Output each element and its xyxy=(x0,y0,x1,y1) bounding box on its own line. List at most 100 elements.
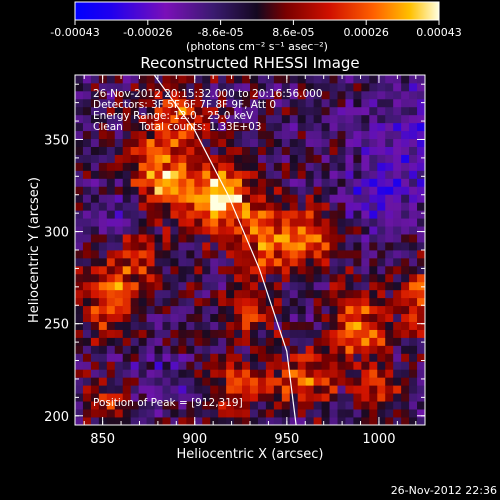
heatmap-pixel xyxy=(162,82,171,92)
heatmap-pixel xyxy=(369,242,378,251)
heatmap-pixel xyxy=(114,417,124,425)
heatmap-pixel xyxy=(305,186,315,195)
heatmap-pixel xyxy=(273,75,283,84)
heatmap-pixel xyxy=(90,82,100,92)
heatmap-pixel xyxy=(170,369,179,378)
heatmap-pixel xyxy=(297,154,307,163)
heatmap-pixel xyxy=(385,321,394,330)
heatmap-pixel xyxy=(170,202,179,211)
heatmap-pixel xyxy=(114,154,124,163)
heatmap-pixel xyxy=(265,138,275,147)
heatmap-pixel xyxy=(273,257,283,267)
heatmap-pixel xyxy=(130,265,140,275)
heatmap-pixel xyxy=(289,234,299,243)
heatmap-pixel xyxy=(361,361,370,370)
heatmap-pixel xyxy=(417,154,425,163)
heatmap-pixel xyxy=(178,82,187,92)
heatmap-pixel xyxy=(369,361,378,370)
heatmap-pixel xyxy=(234,313,243,322)
heatmap-pixel xyxy=(305,154,315,163)
heatmap-pixel xyxy=(353,234,362,243)
heatmap-pixel xyxy=(234,226,243,235)
heatmap-pixel xyxy=(297,393,307,402)
heatmap-pixel xyxy=(250,329,259,338)
heatmap-pixel xyxy=(321,369,330,378)
heatmap-pixel xyxy=(170,377,179,386)
heatmap-pixel xyxy=(114,289,124,299)
heatmap-pixel xyxy=(337,401,346,410)
heatmap-pixel xyxy=(234,361,243,370)
heatmap-pixel xyxy=(242,202,251,211)
heatmap-pixel xyxy=(297,289,307,299)
heatmap-pixel xyxy=(194,210,203,219)
heatmap-pixel xyxy=(226,106,235,116)
heatmap-pixel xyxy=(409,353,418,362)
heatmap-pixel xyxy=(242,242,251,251)
heatmap-pixel xyxy=(218,138,227,147)
heatmap-pixel xyxy=(82,361,92,370)
heatmap-pixel xyxy=(393,345,402,354)
heatmap-pixel xyxy=(114,162,124,171)
heatmap-pixel xyxy=(361,297,370,307)
heatmap-pixel xyxy=(218,234,227,243)
heatmap-pixel xyxy=(305,162,315,171)
heatmap-pixel xyxy=(305,90,315,100)
heatmap-pixel xyxy=(226,369,235,378)
heatmap-pixel xyxy=(98,138,108,147)
heatmap-pixel xyxy=(210,265,219,275)
heatmap-pixel xyxy=(313,265,322,275)
heatmap-pixel xyxy=(409,122,418,132)
heatmap-pixel xyxy=(82,345,92,354)
heatmap-pixel xyxy=(417,218,425,227)
heatmap-pixel xyxy=(90,122,100,132)
heatmap-pixel xyxy=(234,305,243,315)
heatmap-pixel xyxy=(393,218,402,227)
heatmap-pixel xyxy=(130,210,140,219)
heatmap-pixel xyxy=(130,226,140,235)
heatmap-pixel xyxy=(178,98,187,108)
heatmap-pixel xyxy=(369,265,378,275)
heatmap-pixel xyxy=(393,178,402,187)
heatmap-pixel xyxy=(289,194,299,203)
heatmap-pixel xyxy=(202,377,211,386)
heatmap-pixel xyxy=(146,170,155,179)
heatmap-pixel xyxy=(218,361,227,370)
heatmap-pixel xyxy=(329,226,338,235)
heatmap-pixel xyxy=(210,106,219,116)
heatmap-pixel xyxy=(210,321,219,330)
heatmap-pixel xyxy=(257,401,267,410)
heatmap-pixel xyxy=(393,154,402,163)
heatmap-pixel xyxy=(234,297,243,307)
heatmap-pixel xyxy=(273,401,283,410)
heatmap-pixel xyxy=(186,353,195,362)
heatmap-pixel xyxy=(257,210,267,219)
heatmap-pixel xyxy=(250,369,259,378)
heatmap-pixel xyxy=(186,273,195,283)
heatmap-pixel xyxy=(257,170,267,179)
heatmap-pixel xyxy=(321,345,330,354)
heatmap-pixel xyxy=(122,122,132,132)
heatmap-pixel xyxy=(353,409,362,418)
heatmap-pixel xyxy=(90,401,100,410)
heatmap-pixel xyxy=(186,234,195,243)
heatmap-pixel xyxy=(106,369,116,378)
heatmap-pixel xyxy=(321,385,330,394)
heatmap-pixel xyxy=(393,377,402,386)
heatmap-pixel xyxy=(210,162,219,171)
heatmap-pixel xyxy=(194,417,203,425)
heatmap-pixel xyxy=(122,146,132,155)
heatmap-pixel xyxy=(75,146,84,155)
heatmap-pixel xyxy=(337,273,346,283)
heatmap-pixel xyxy=(202,385,211,394)
heatmap-pixel xyxy=(401,138,410,147)
heatmap-pixel xyxy=(345,170,354,179)
colorbar-tick-label: -0.00043 xyxy=(50,26,99,39)
heatmap-pixel xyxy=(313,257,322,267)
heatmap-pixel xyxy=(162,401,171,410)
heatmap-pixel xyxy=(90,409,100,418)
heatmap-pixel xyxy=(345,313,354,322)
heatmap-pixel xyxy=(345,345,354,354)
heatmap-pixel xyxy=(273,393,283,402)
heatmap-pixel xyxy=(250,226,259,235)
heatmap-pixel xyxy=(242,226,251,235)
